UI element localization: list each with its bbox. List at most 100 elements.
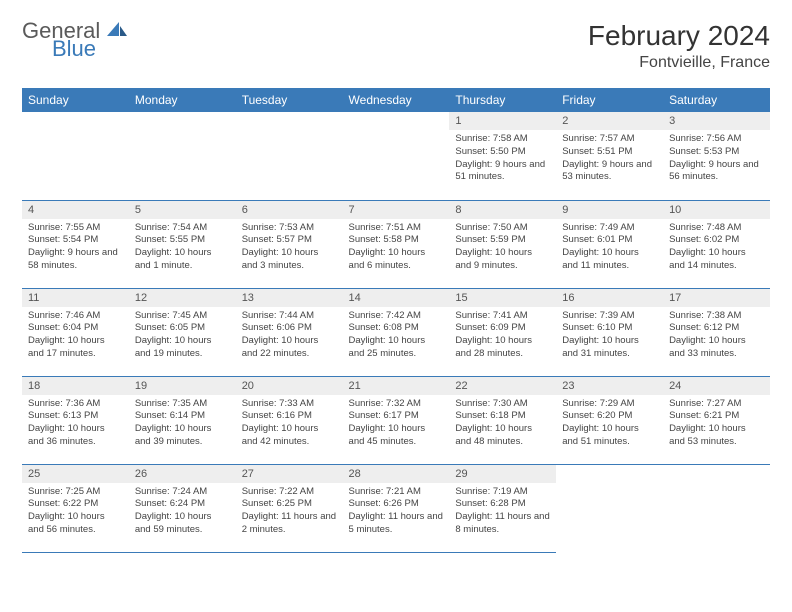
sunrise-line: Sunrise: 7:19 AM <box>455 486 550 499</box>
daylight-line: Daylight: 9 hours and 56 minutes. <box>669 159 764 185</box>
daylight-line: Daylight: 10 hours and 6 minutes. <box>349 247 444 273</box>
calendar-cell: 13Sunrise: 7:44 AMSunset: 6:06 PMDayligh… <box>236 288 343 376</box>
calendar-table: Sunday Monday Tuesday Wednesday Thursday… <box>22 88 770 553</box>
sunrise-line: Sunrise: 7:32 AM <box>349 398 444 411</box>
daylight-line: Daylight: 10 hours and 3 minutes. <box>242 247 337 273</box>
day-number: 24 <box>663 377 770 395</box>
day-number-empty <box>236 112 343 130</box>
day-details: Sunrise: 7:41 AMSunset: 6:09 PMDaylight:… <box>449 307 556 367</box>
daylight-line: Daylight: 10 hours and 22 minutes. <box>242 335 337 361</box>
daylight-line: Daylight: 10 hours and 17 minutes. <box>28 335 123 361</box>
day-number: 23 <box>556 377 663 395</box>
day-number: 17 <box>663 289 770 307</box>
sunset-line: Sunset: 6:04 PM <box>28 322 123 335</box>
page-title: February 2024 <box>588 20 770 52</box>
header: General Blue February 2024 Fontvieille, … <box>22 20 770 72</box>
calendar-cell: 28Sunrise: 7:21 AMSunset: 6:26 PMDayligh… <box>343 464 450 552</box>
day-details: Sunrise: 7:55 AMSunset: 5:54 PMDaylight:… <box>22 219 129 279</box>
day-number: 15 <box>449 289 556 307</box>
sunrise-line: Sunrise: 7:27 AM <box>669 398 764 411</box>
daylight-line: Daylight: 10 hours and 31 minutes. <box>562 335 657 361</box>
daylight-line: Daylight: 11 hours and 8 minutes. <box>455 511 550 537</box>
sunrise-line: Sunrise: 7:29 AM <box>562 398 657 411</box>
day-details: Sunrise: 7:49 AMSunset: 6:01 PMDaylight:… <box>556 219 663 279</box>
day-details: Sunrise: 7:30 AMSunset: 6:18 PMDaylight:… <box>449 395 556 455</box>
day-details: Sunrise: 7:38 AMSunset: 6:12 PMDaylight:… <box>663 307 770 367</box>
day-number: 13 <box>236 289 343 307</box>
sunset-line: Sunset: 6:16 PM <box>242 410 337 423</box>
sunrise-line: Sunrise: 7:42 AM <box>349 310 444 323</box>
day-number: 1 <box>449 112 556 130</box>
sunrise-line: Sunrise: 7:50 AM <box>455 222 550 235</box>
weekday-heading: Saturday <box>663 88 770 112</box>
sunset-line: Sunset: 6:02 PM <box>669 234 764 247</box>
sunrise-line: Sunrise: 7:24 AM <box>135 486 230 499</box>
sunset-line: Sunset: 6:20 PM <box>562 410 657 423</box>
calendar-cell: 23Sunrise: 7:29 AMSunset: 6:20 PMDayligh… <box>556 376 663 464</box>
daylight-line: Daylight: 10 hours and 1 minute. <box>135 247 230 273</box>
day-details: Sunrise: 7:44 AMSunset: 6:06 PMDaylight:… <box>236 307 343 367</box>
day-number-empty <box>343 112 450 130</box>
calendar-cell <box>129 112 236 200</box>
sunrise-line: Sunrise: 7:57 AM <box>562 133 657 146</box>
sunrise-line: Sunrise: 7:48 AM <box>669 222 764 235</box>
sunset-line: Sunset: 6:21 PM <box>669 410 764 423</box>
day-details: Sunrise: 7:21 AMSunset: 6:26 PMDaylight:… <box>343 483 450 543</box>
calendar-row: 25Sunrise: 7:25 AMSunset: 6:22 PMDayligh… <box>22 464 770 552</box>
daylight-line: Daylight: 10 hours and 33 minutes. <box>669 335 764 361</box>
calendar-cell: 5Sunrise: 7:54 AMSunset: 5:55 PMDaylight… <box>129 200 236 288</box>
calendar-body: 1Sunrise: 7:58 AMSunset: 5:50 PMDaylight… <box>22 112 770 552</box>
sunset-line: Sunset: 6:13 PM <box>28 410 123 423</box>
weekday-heading: Monday <box>129 88 236 112</box>
logo-sail-icon <box>105 20 129 38</box>
sunrise-line: Sunrise: 7:58 AM <box>455 133 550 146</box>
sunrise-line: Sunrise: 7:44 AM <box>242 310 337 323</box>
day-number: 9 <box>556 201 663 219</box>
calendar-cell: 10Sunrise: 7:48 AMSunset: 6:02 PMDayligh… <box>663 200 770 288</box>
sunset-line: Sunset: 6:06 PM <box>242 322 337 335</box>
weekday-header-row: Sunday Monday Tuesday Wednesday Thursday… <box>22 88 770 112</box>
sunset-line: Sunset: 5:53 PM <box>669 146 764 159</box>
day-number: 29 <box>449 465 556 483</box>
daylight-line: Daylight: 10 hours and 56 minutes. <box>28 511 123 537</box>
daylight-line: Daylight: 10 hours and 45 minutes. <box>349 423 444 449</box>
day-details: Sunrise: 7:32 AMSunset: 6:17 PMDaylight:… <box>343 395 450 455</box>
day-number: 14 <box>343 289 450 307</box>
sunset-line: Sunset: 5:50 PM <box>455 146 550 159</box>
sunrise-line: Sunrise: 7:54 AM <box>135 222 230 235</box>
day-details: Sunrise: 7:48 AMSunset: 6:02 PMDaylight:… <box>663 219 770 279</box>
calendar-cell: 12Sunrise: 7:45 AMSunset: 6:05 PMDayligh… <box>129 288 236 376</box>
day-details: Sunrise: 7:35 AMSunset: 6:14 PMDaylight:… <box>129 395 236 455</box>
calendar-cell: 26Sunrise: 7:24 AMSunset: 6:24 PMDayligh… <box>129 464 236 552</box>
daylight-line: Daylight: 10 hours and 19 minutes. <box>135 335 230 361</box>
calendar-cell: 25Sunrise: 7:25 AMSunset: 6:22 PMDayligh… <box>22 464 129 552</box>
daylight-line: Daylight: 11 hours and 2 minutes. <box>242 511 337 537</box>
day-number-empty <box>22 112 129 130</box>
day-number: 27 <box>236 465 343 483</box>
calendar-cell: 14Sunrise: 7:42 AMSunset: 6:08 PMDayligh… <box>343 288 450 376</box>
calendar-cell: 6Sunrise: 7:53 AMSunset: 5:57 PMDaylight… <box>236 200 343 288</box>
day-number: 11 <box>22 289 129 307</box>
day-number: 22 <box>449 377 556 395</box>
sunset-line: Sunset: 6:25 PM <box>242 498 337 511</box>
sunrise-line: Sunrise: 7:49 AM <box>562 222 657 235</box>
day-details: Sunrise: 7:39 AMSunset: 6:10 PMDaylight:… <box>556 307 663 367</box>
calendar-cell <box>556 464 663 552</box>
day-details: Sunrise: 7:36 AMSunset: 6:13 PMDaylight:… <box>22 395 129 455</box>
sunset-line: Sunset: 6:01 PM <box>562 234 657 247</box>
sunset-line: Sunset: 6:14 PM <box>135 410 230 423</box>
calendar-cell: 16Sunrise: 7:39 AMSunset: 6:10 PMDayligh… <box>556 288 663 376</box>
sunrise-line: Sunrise: 7:55 AM <box>28 222 123 235</box>
calendar-row: 1Sunrise: 7:58 AMSunset: 5:50 PMDaylight… <box>22 112 770 200</box>
calendar-cell: 29Sunrise: 7:19 AMSunset: 6:28 PMDayligh… <box>449 464 556 552</box>
day-details: Sunrise: 7:27 AMSunset: 6:21 PMDaylight:… <box>663 395 770 455</box>
calendar-cell: 9Sunrise: 7:49 AMSunset: 6:01 PMDaylight… <box>556 200 663 288</box>
calendar-cell <box>236 112 343 200</box>
day-number: 2 <box>556 112 663 130</box>
calendar-cell: 17Sunrise: 7:38 AMSunset: 6:12 PMDayligh… <box>663 288 770 376</box>
sunset-line: Sunset: 5:55 PM <box>135 234 230 247</box>
weekday-heading: Friday <box>556 88 663 112</box>
calendar-cell: 7Sunrise: 7:51 AMSunset: 5:58 PMDaylight… <box>343 200 450 288</box>
sunrise-line: Sunrise: 7:45 AM <box>135 310 230 323</box>
daylight-line: Daylight: 9 hours and 51 minutes. <box>455 159 550 185</box>
